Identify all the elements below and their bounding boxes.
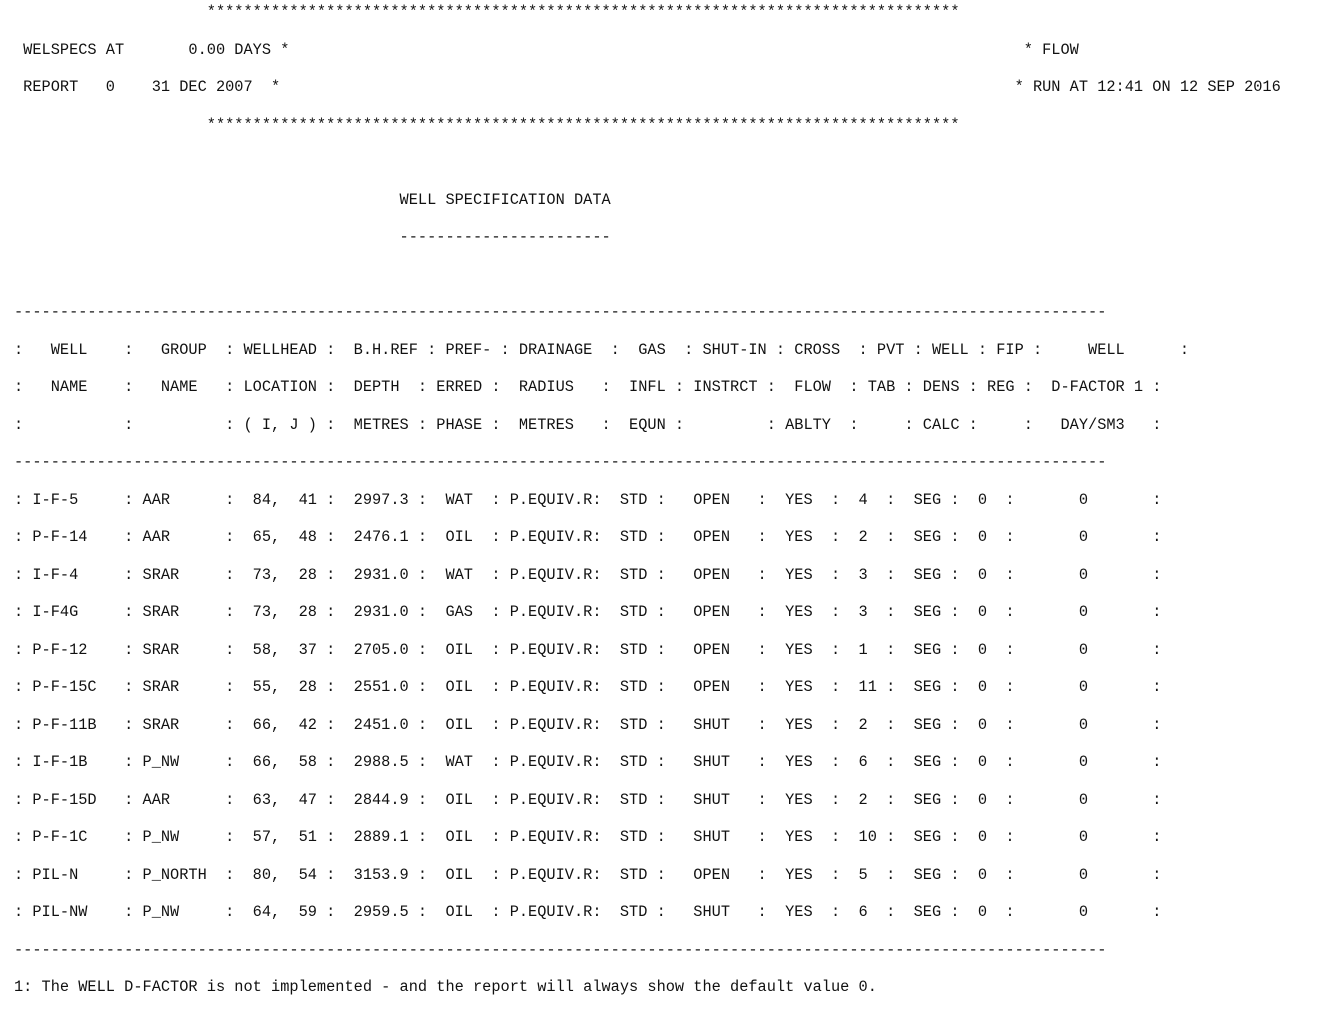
table-row: : I-F-4 : SRAR : 73, 28 : 2931.0 : WAT :… <box>14 565 1162 584</box>
table-row: : P-F-15C : SRAR : 55, 28 : 2551.0 : OIL… <box>14 678 1162 696</box>
header-report-line: REPORT 0 31 DEC 2007 * * RUN AT 12:41 ON… <box>14 78 1281 96</box>
table-row: : PIL-N : P_NORTH : 80, 54 : 3153.9 : OI… <box>14 865 1162 884</box>
table-row: : P-F-15D : AAR : 63, 47 : 2844.9 : OIL … <box>14 790 1162 809</box>
table-row: : P-F-14 : AAR : 65, 48 : 2476.1 : OIL :… <box>14 528 1162 546</box>
table-header-row-1: : WELL : GROUP : WELLHEAD : B.H.REF : PR… <box>14 340 1189 359</box>
table-header-row-2: : NAME : NAME : LOCATION : DEPTH : ERRED… <box>14 378 1162 396</box>
header-welspecs-line: WELSPECS AT 0.00 DAYS * * FLOW <box>14 40 1079 59</box>
well-specification-report: ****************************************… <box>14 3 1281 1016</box>
table-row: : P-F-12 : SRAR : 58, 37 : 2705.0 : OIL … <box>14 640 1162 659</box>
table-top-rule: ----------------------------------------… <box>14 303 1107 321</box>
report-title: WELL SPECIFICATION DATA <box>14 190 611 209</box>
table-row: : I-F-5 : AAR : 84, 41 : 2997.3 : WAT : … <box>14 490 1162 509</box>
table-bottom-rule: ----------------------------------------… <box>14 940 1107 959</box>
header-star-border-top: ****************************************… <box>14 3 960 21</box>
table-header-rule: ----------------------------------------… <box>14 453 1107 471</box>
report-title-underline: ----------------------- <box>14 228 611 246</box>
table-row: : P-F-11B : SRAR : 66, 42 : 2451.0 : OIL… <box>14 715 1162 734</box>
table-row: : I-F-1B : P_NW : 66, 58 : 2988.5 : WAT … <box>14 753 1162 771</box>
table-row: : PIL-NW : P_NW : 64, 59 : 2959.5 : OIL … <box>14 903 1162 921</box>
blank-line <box>14 266 1281 285</box>
table-row: : I-F4G : SRAR : 73, 28 : 2931.0 : GAS :… <box>14 603 1162 621</box>
footnote: 1: The WELL D-FACTOR is not implemented … <box>14 978 877 996</box>
table-row: : P-F-1C : P_NW : 57, 51 : 2889.1 : OIL … <box>14 828 1162 846</box>
header-star-border-bottom: ****************************************… <box>14 115 960 134</box>
table-header-row-3: : : : ( I, J ) : METRES : PHASE : METRES… <box>14 415 1162 434</box>
blank-line <box>14 153 1281 172</box>
